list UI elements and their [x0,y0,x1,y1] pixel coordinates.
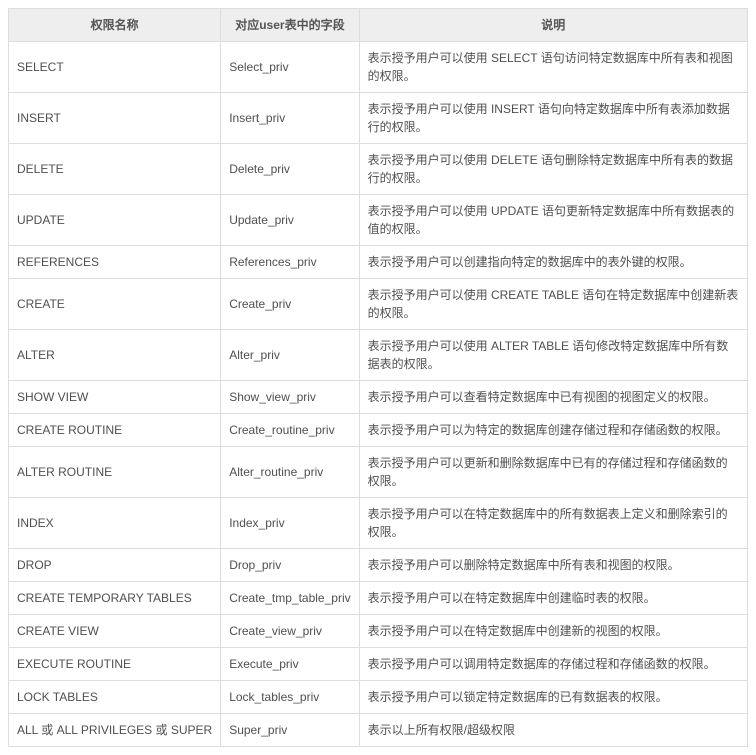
table-body: SELECTSelect_priv表示授予用户可以使用 SELECT 语句访问特… [9,42,748,747]
cell-permission-name: INSERT [9,93,221,144]
table-row: ALTERAlter_priv表示授予用户可以使用 ALTER TABLE 语句… [9,330,748,381]
table-row: SHOW VIEWShow_view_priv表示授予用户可以查看特定数据库中已… [9,381,748,414]
cell-user-field: Super_priv [221,714,359,747]
cell-permission-name: SELECT [9,42,221,93]
cell-user-field: Index_priv [221,498,359,549]
cell-permission-name: SHOW VIEW [9,381,221,414]
table-row: INDEXIndex_priv表示授予用户可以在特定数据库中的所有数据表上定义和… [9,498,748,549]
table-row: CREATE TEMPORARY TABLESCreate_tmp_table_… [9,582,748,615]
cell-user-field: Execute_priv [221,648,359,681]
cell-user-field: Select_priv [221,42,359,93]
header-permission-name: 权限名称 [9,9,221,42]
cell-description: 表示授予用户可以使用 ALTER TABLE 语句修改特定数据库中所有数据表的权… [359,330,747,381]
cell-permission-name: CREATE VIEW [9,615,221,648]
header-description: 说明 [359,9,747,42]
table-row: REFERENCESReferences_priv表示授予用户可以创建指向特定的… [9,246,748,279]
cell-user-field: Lock_tables_priv [221,681,359,714]
cell-description: 表示授予用户可以查看特定数据库中已有视图的视图定义的权限。 [359,381,747,414]
table-row: CREATE ROUTINECreate_routine_priv表示授予用户可… [9,414,748,447]
cell-description: 表示授予用户可以使用 UPDATE 语句更新特定数据库中所有数据表的值的权限。 [359,195,747,246]
cell-description: 表示授予用户可以使用 SELECT 语句访问特定数据库中所有表和视图的权限。 [359,42,747,93]
cell-user-field: References_priv [221,246,359,279]
cell-description: 表示授予用户可以调用特定数据库的存储过程和存储函数的权限。 [359,648,747,681]
table-row: UPDATEUpdate_priv表示授予用户可以使用 UPDATE 语句更新特… [9,195,748,246]
cell-permission-name: CREATE [9,279,221,330]
cell-description: 表示授予用户可以创建指向特定的数据库中的表外键的权限。 [359,246,747,279]
table-header: 权限名称 对应user表中的字段 说明 [9,9,748,42]
table-row: EXECUTE ROUTINEExecute_priv表示授予用户可以调用特定数… [9,648,748,681]
cell-user-field: Create_tmp_table_priv [221,582,359,615]
cell-description: 表示授予用户可以锁定特定数据库的已有数据表的权限。 [359,681,747,714]
cell-permission-name: CREATE ROUTINE [9,414,221,447]
table-row: ALL 或 ALL PRIVILEGES 或 SUPERSuper_priv表示… [9,714,748,747]
permissions-table: 权限名称 对应user表中的字段 说明 SELECTSelect_priv表示授… [8,8,748,747]
cell-permission-name: INDEX [9,498,221,549]
table-row: DROPDrop_priv表示授予用户可以删除特定数据库中所有表和视图的权限。 [9,549,748,582]
table-row: LOCK TABLESLock_tables_priv表示授予用户可以锁定特定数… [9,681,748,714]
cell-user-field: Create_routine_priv [221,414,359,447]
cell-permission-name: ALTER ROUTINE [9,447,221,498]
cell-description: 表示授予用户可以在特定数据库中的所有数据表上定义和删除索引的权限。 [359,498,747,549]
cell-permission-name: EXECUTE ROUTINE [9,648,221,681]
cell-user-field: Create_view_priv [221,615,359,648]
table-row: CREATECreate_priv表示授予用户可以使用 CREATE TABLE… [9,279,748,330]
header-user-field: 对应user表中的字段 [221,9,359,42]
table-row: CREATE VIEWCreate_view_priv表示授予用户可以在特定数据… [9,615,748,648]
table-row: ALTER ROUTINEAlter_routine_priv表示授予用户可以更… [9,447,748,498]
cell-description: 表示授予用户可以使用 DELETE 语句删除特定数据库中所有表的数据行的权限。 [359,144,747,195]
cell-permission-name: UPDATE [9,195,221,246]
cell-user-field: Insert_priv [221,93,359,144]
cell-description: 表示授予用户可以在特定数据库中创建临时表的权限。 [359,582,747,615]
table-row: SELECTSelect_priv表示授予用户可以使用 SELECT 语句访问特… [9,42,748,93]
cell-permission-name: CREATE TEMPORARY TABLES [9,582,221,615]
cell-description: 表示授予用户可以使用 INSERT 语句向特定数据库中所有表添加数据行的权限。 [359,93,747,144]
cell-user-field: Alter_priv [221,330,359,381]
cell-description: 表示授予用户可以在特定数据库中创建新的视图的权限。 [359,615,747,648]
cell-permission-name: REFERENCES [9,246,221,279]
table-row: DELETEDelete_priv表示授予用户可以使用 DELETE 语句删除特… [9,144,748,195]
cell-permission-name: DELETE [9,144,221,195]
cell-description: 表示授予用户可以更新和删除数据库中已有的存储过程和存储函数的权限。 [359,447,747,498]
cell-description: 表示以上所有权限/超级权限 [359,714,747,747]
cell-description: 表示授予用户可以为特定的数据库创建存储过程和存储函数的权限。 [359,414,747,447]
cell-user-field: Alter_routine_priv [221,447,359,498]
cell-user-field: Create_priv [221,279,359,330]
cell-description: 表示授予用户可以删除特定数据库中所有表和视图的权限。 [359,549,747,582]
cell-permission-name: DROP [9,549,221,582]
cell-permission-name: ALTER [9,330,221,381]
cell-user-field: Show_view_priv [221,381,359,414]
cell-user-field: Drop_priv [221,549,359,582]
table-row: INSERTInsert_priv表示授予用户可以使用 INSERT 语句向特定… [9,93,748,144]
cell-user-field: Delete_priv [221,144,359,195]
cell-permission-name: ALL 或 ALL PRIVILEGES 或 SUPER [9,714,221,747]
cell-description: 表示授予用户可以使用 CREATE TABLE 语句在特定数据库中创建新表的权限… [359,279,747,330]
cell-user-field: Update_priv [221,195,359,246]
cell-permission-name: LOCK TABLES [9,681,221,714]
